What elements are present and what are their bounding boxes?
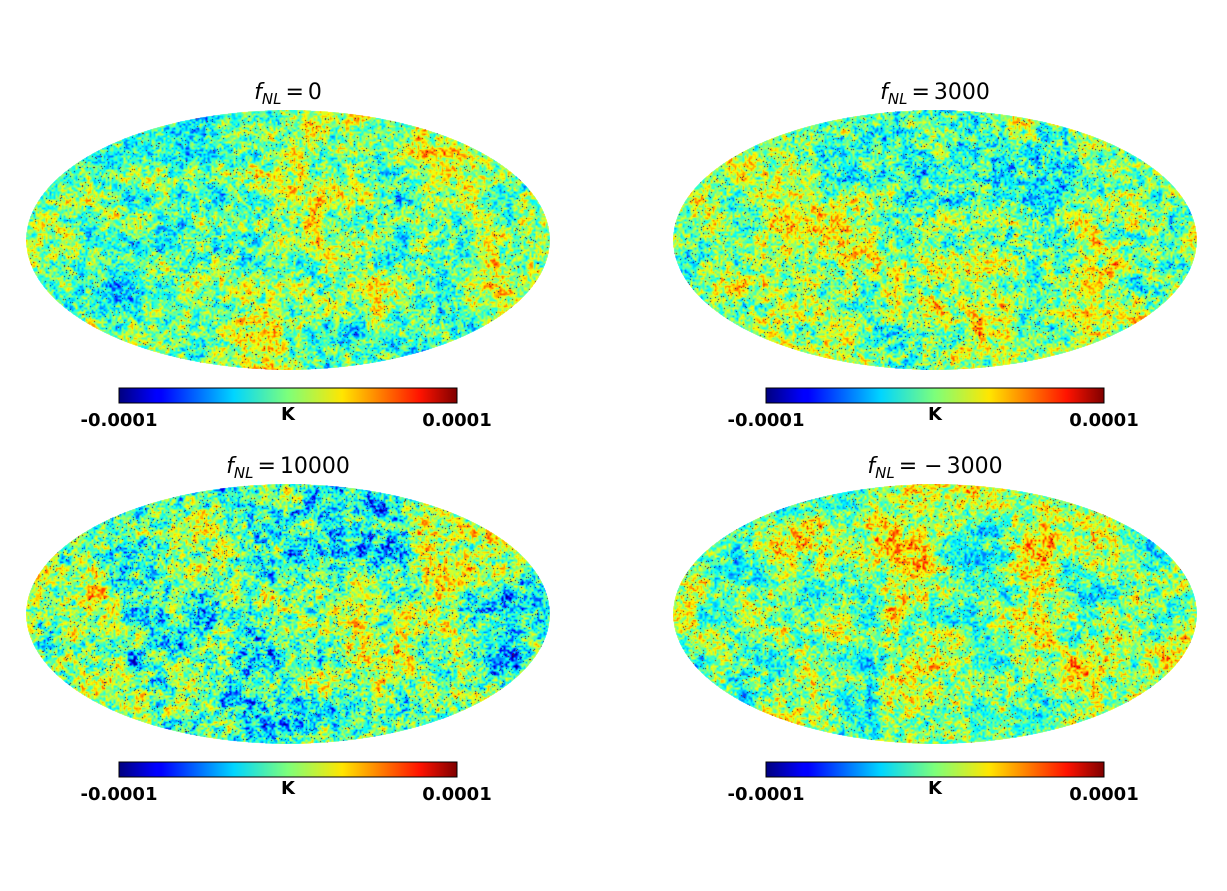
colorbar-min-label: -0.0001: [728, 410, 805, 431]
sky-map-raster: [26, 110, 550, 370]
title-subscript: NL: [875, 464, 895, 482]
title-value: 3000: [947, 454, 1003, 479]
panel-title: fNL = −3000: [867, 454, 1002, 482]
colorbar-max-label: 0.0001: [422, 784, 491, 805]
title-subscript: NL: [262, 90, 282, 108]
colorbar: [765, 387, 1105, 404]
title-value: 10000: [280, 454, 350, 479]
title-value: 0: [308, 80, 322, 105]
title-relation: = −: [899, 454, 943, 479]
colorbar: [765, 761, 1105, 778]
colorbar: [118, 387, 458, 404]
colorbar-max-label: 0.0001: [1069, 410, 1138, 431]
sky-map-raster: [673, 484, 1197, 744]
colorbar-unit-label: K: [928, 404, 943, 425]
title-relation: =: [257, 454, 275, 479]
mollweide-map: [673, 110, 1197, 370]
panel-fnl-minus-3000: fNL = −3000 -0.0001 K 0.0001: [673, 454, 1197, 805]
mollweide-map: [673, 484, 1197, 744]
title-value: 3000: [934, 80, 990, 105]
colorbar-min-label: -0.0001: [81, 784, 158, 805]
panel-title: fNL = 0: [254, 80, 322, 108]
colorbar-min-label: -0.0001: [728, 784, 805, 805]
colorbar-max-label: 0.0001: [422, 410, 491, 431]
colorbar-min-label: -0.0001: [81, 410, 158, 431]
title-symbol: f: [254, 80, 265, 105]
title-subscript: NL: [234, 464, 254, 482]
title-relation: =: [911, 80, 929, 105]
title-relation: =: [285, 80, 303, 105]
panel-fnl-0: fNL = 0 -0.0001 K 0.0001: [26, 80, 550, 431]
mollweide-map: [26, 110, 550, 370]
title-symbol: f: [867, 454, 878, 479]
panel-fnl-3000: fNL = 3000 -0.0001 K 0.0001: [673, 80, 1197, 431]
panel-title: fNL = 3000: [880, 80, 990, 108]
title-subscript: NL: [888, 90, 908, 108]
colorbar-unit-label: K: [928, 778, 943, 799]
colorbar-unit-label: K: [281, 778, 296, 799]
colorbar: [118, 761, 458, 778]
mollweide-map: [26, 484, 550, 744]
title-symbol: f: [226, 454, 237, 479]
colorbar-unit-label: K: [281, 404, 296, 425]
sky-map-raster: [673, 110, 1197, 370]
panel-title: fNL = 10000: [226, 454, 350, 482]
colorbar-max-label: 0.0001: [1069, 784, 1138, 805]
title-symbol: f: [880, 80, 891, 105]
sky-map-raster: [26, 484, 550, 744]
panel-fnl-10000: fNL = 10000 -0.0001 K 0.0001: [26, 454, 550, 805]
